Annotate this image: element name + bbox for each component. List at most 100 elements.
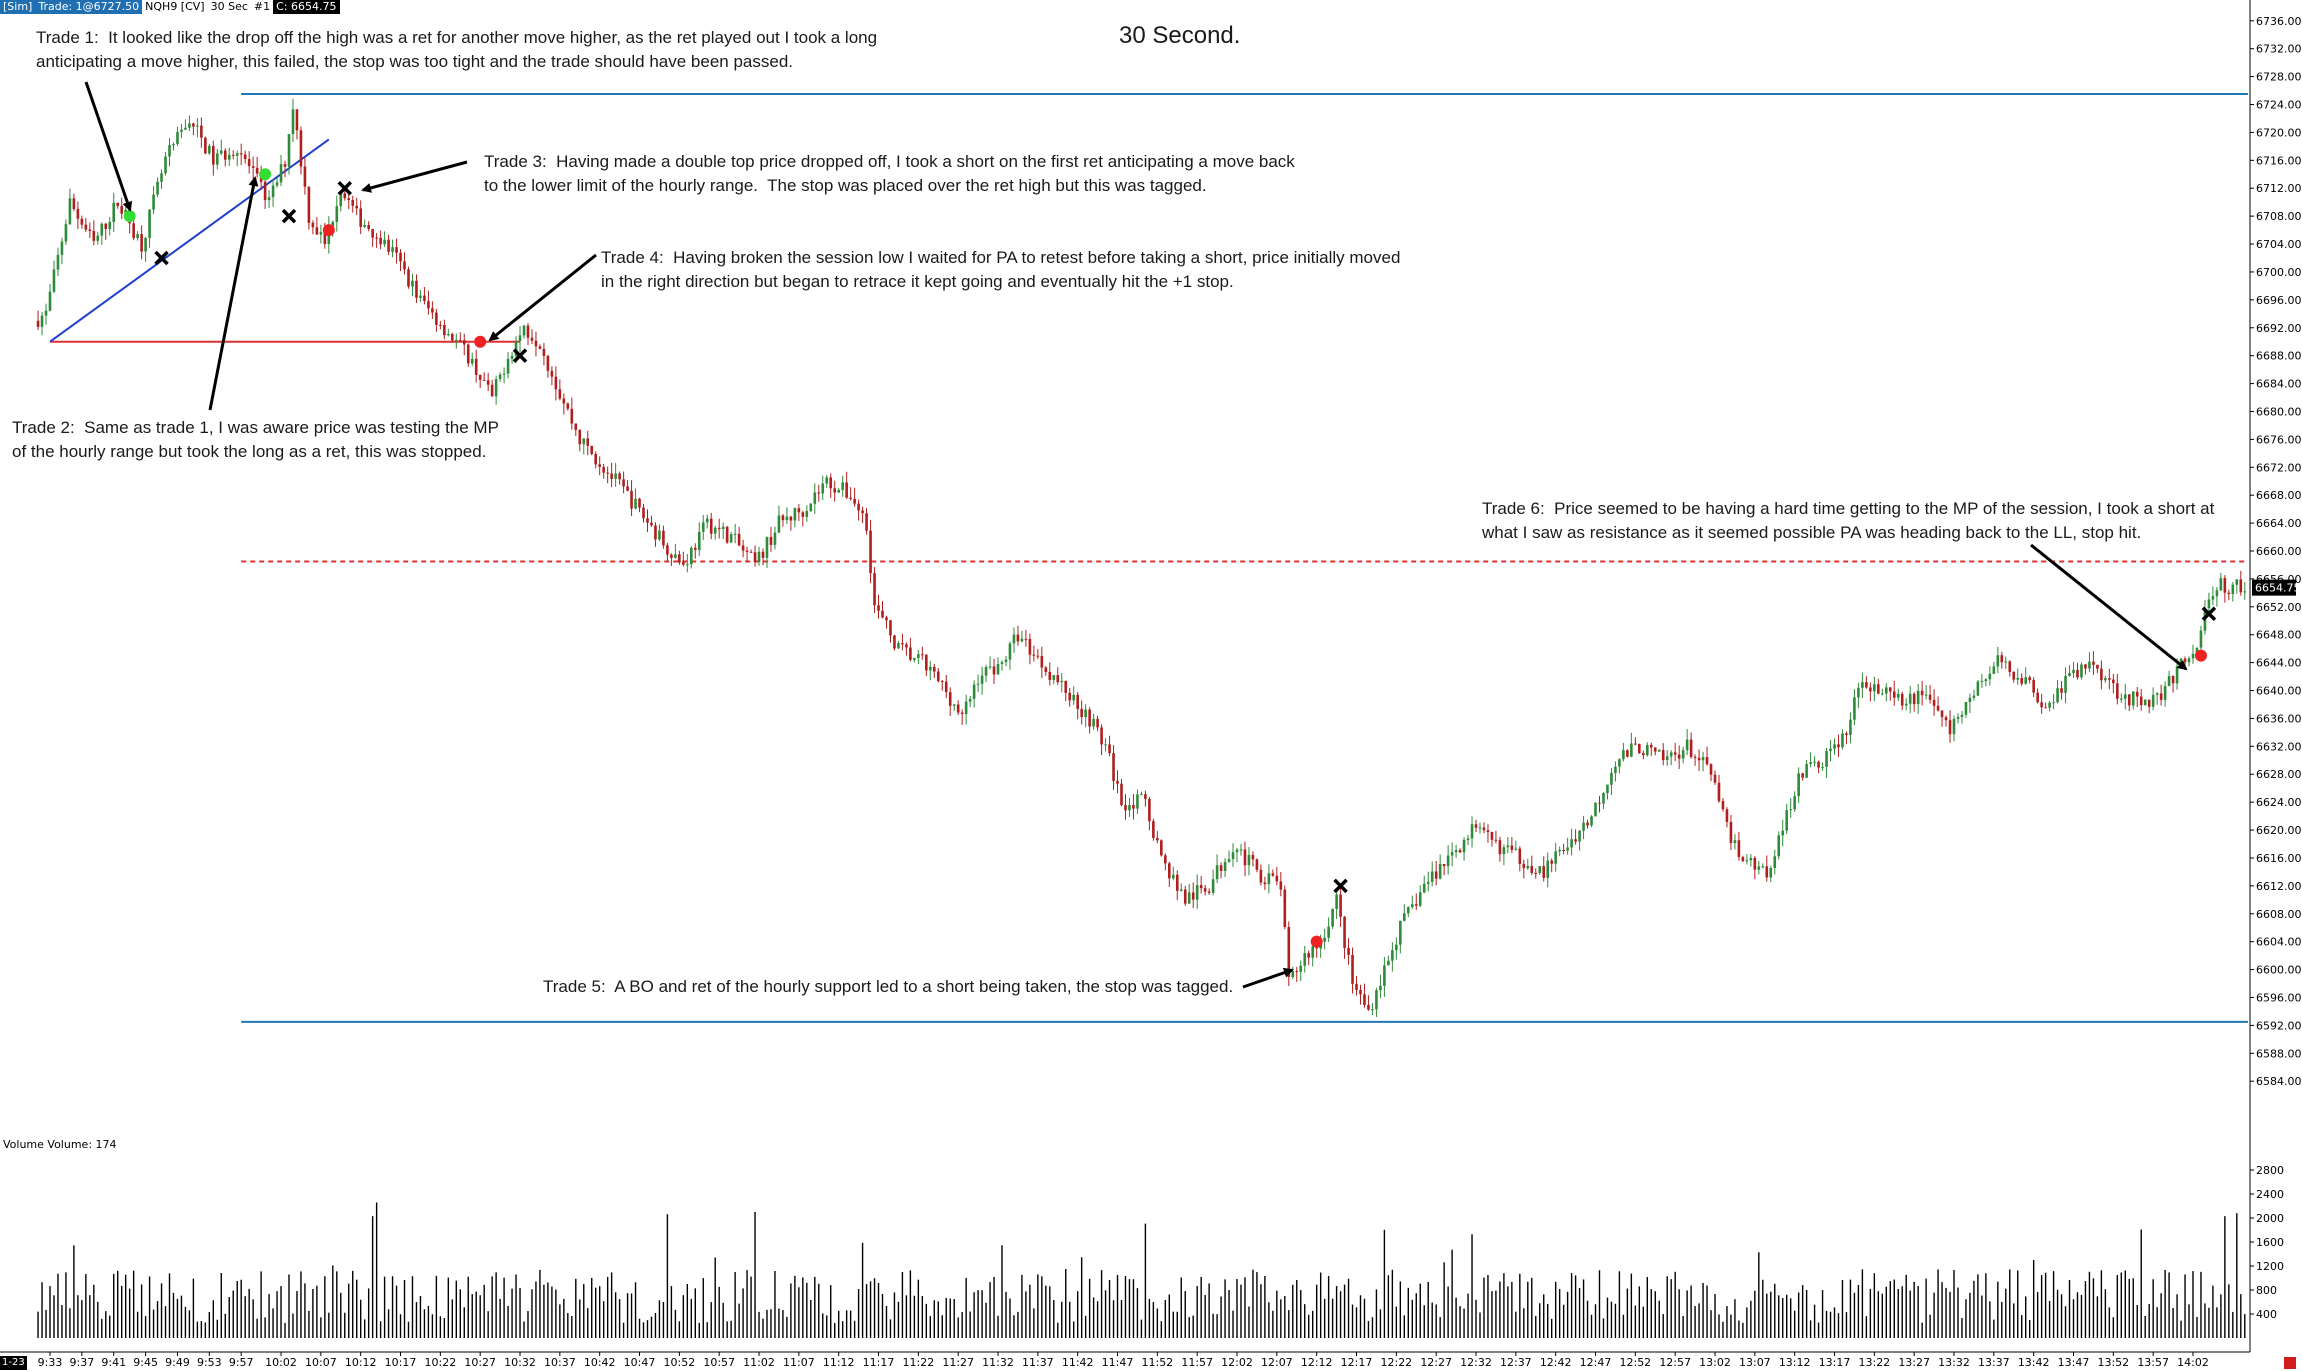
candle-body (1076, 694, 1079, 709)
candle-body (1167, 863, 1171, 879)
time-tick-label: 10:57 (703, 1356, 735, 1369)
candle-body (383, 239, 386, 245)
volume-tick-label: 2000 (2256, 1212, 2284, 1225)
annotation-trade-2: Trade 2: Same as trade 1, I was aware pr… (12, 418, 499, 461)
time-tick-label: 10:22 (425, 1356, 457, 1369)
candle-body (1203, 888, 1207, 892)
candle-body (1016, 634, 1020, 642)
candle-body (1426, 881, 1430, 884)
candle-body (470, 358, 474, 364)
trade-label[interactable]: Trade: 1@6727.50 (35, 0, 143, 14)
price-tick-label: 6664.00 (2256, 517, 2302, 530)
candle-body (2135, 691, 2139, 697)
candle-body (1486, 830, 1490, 832)
candle-body (1908, 693, 1912, 704)
candle-body (1387, 960, 1390, 966)
candle-body (1733, 840, 1737, 843)
candle-body (1171, 874, 1175, 879)
time-tick-label: 13:37 (1978, 1356, 2010, 1369)
candle-body (1442, 863, 1446, 867)
candle-body (255, 167, 259, 174)
time-tick-label: 13:02 (1699, 1356, 1731, 1369)
time-tick-label: 11:12 (823, 1356, 855, 1369)
candle-body (1414, 904, 1418, 906)
candle-body (2068, 673, 2071, 676)
candle-body (582, 438, 586, 445)
entry-marker (1310, 935, 1323, 948)
candle-body (1514, 848, 1518, 850)
candle-body (1375, 990, 1378, 1010)
candle-body (1598, 802, 1601, 804)
time-tick-label: 13:22 (1858, 1356, 1890, 1369)
price-tick-label: 6716.00 (2256, 154, 2302, 167)
volume-tick-label: 400 (2256, 1308, 2277, 1321)
candle-body (1578, 830, 1581, 842)
volume-tick-label: 800 (2256, 1284, 2277, 1297)
candle-body (212, 145, 215, 165)
candle-body (215, 153, 219, 165)
candle-body (598, 464, 601, 467)
candle-body (797, 508, 801, 513)
time-tick-label: 9:37 (70, 1356, 95, 1369)
candle-body (415, 280, 418, 298)
price-tick-label: 6692.00 (2256, 322, 2302, 335)
candle-body (1737, 840, 1741, 857)
time-tick-label: 11:27 (942, 1356, 974, 1369)
time-tick-label: 12:32 (1460, 1356, 1492, 1369)
candle-body (988, 666, 992, 668)
candle-body (1586, 822, 1589, 826)
candle-body (869, 530, 872, 574)
time-tick-label: 9:53 (197, 1356, 222, 1369)
candle-body (180, 129, 183, 132)
candle-body (2008, 661, 2012, 672)
candle-body (654, 525, 657, 540)
entry-marker (259, 168, 272, 181)
time-tick-label: 11:17 (863, 1356, 895, 1369)
candle-body (136, 234, 139, 239)
trendline (49, 138, 330, 343)
account-label[interactable]: [Sim] (0, 0, 36, 14)
candle-body (1422, 883, 1426, 893)
candle-body (1450, 852, 1454, 856)
candle-body (674, 554, 677, 558)
candle-body (2215, 590, 2219, 597)
candle-body (2211, 596, 2215, 600)
candle-body (845, 482, 848, 498)
candle-body (2151, 694, 2155, 707)
candle-body (1179, 889, 1183, 891)
price-tick-label: 6732.00 (2256, 43, 2302, 56)
candle-body (1669, 752, 1673, 757)
candle-body (1681, 750, 1685, 759)
candle-body (291, 109, 295, 135)
price-tick-label: 6612.00 (2256, 880, 2302, 893)
candle-body (960, 712, 964, 715)
candle-body (1092, 718, 1095, 727)
candle-body (1044, 667, 1048, 672)
candle-body (2076, 669, 2079, 678)
candle-body (196, 125, 199, 127)
stop-marker (512, 348, 528, 363)
candle-body (1657, 750, 1661, 752)
entry-marker (123, 210, 136, 223)
candle-body (1797, 773, 1800, 797)
time-tick-label: 12:17 (1341, 1356, 1373, 1369)
candle-body (1263, 882, 1267, 885)
axes: 6736.00 6732.00 6728.00 6724.00 6720.00 6716.… (38, 15, 2302, 1369)
candle-body (948, 692, 952, 706)
candle-body (447, 334, 450, 336)
candle-body (574, 423, 578, 430)
candle-body (307, 186, 311, 223)
candle-body (1932, 699, 1936, 706)
candle-body (1164, 855, 1167, 864)
candle-body (2056, 688, 2059, 703)
candle-body (1940, 710, 1944, 718)
candle-body (168, 145, 171, 157)
candle-body (1896, 693, 1900, 698)
candle-body (1968, 697, 1972, 702)
candle-body (2064, 675, 2067, 693)
period-label: 30 Sec (210, 0, 248, 13)
candle-body (1936, 705, 1940, 711)
candle-body (1626, 750, 1629, 757)
candle-body (1574, 839, 1577, 842)
candle-body (1773, 856, 1777, 868)
